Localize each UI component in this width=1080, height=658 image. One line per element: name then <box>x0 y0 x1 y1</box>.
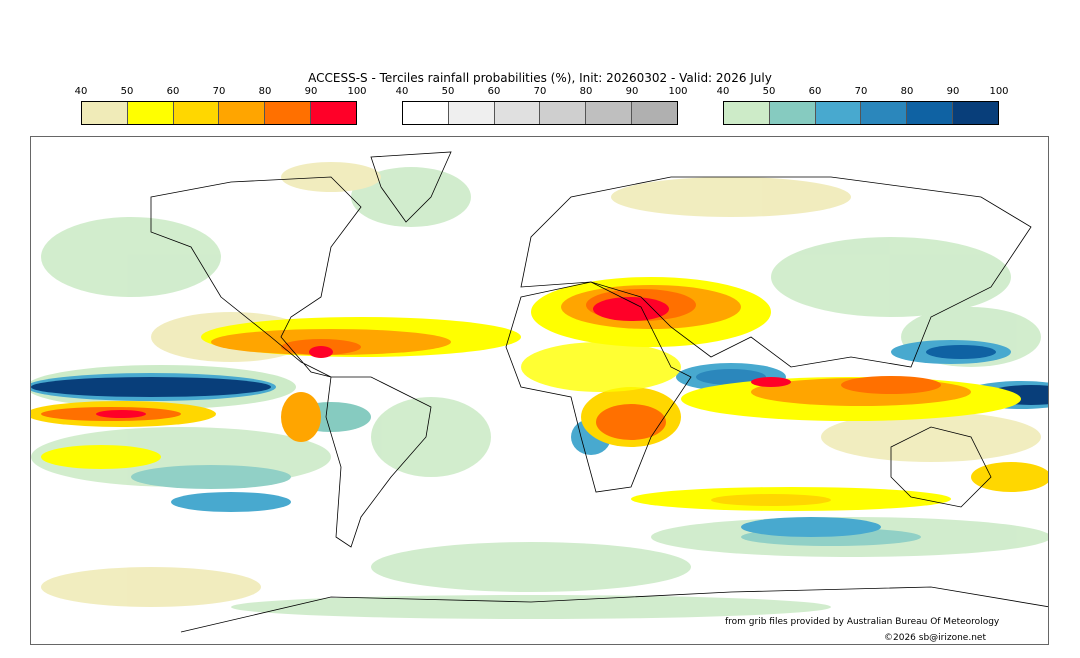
colorbar-tick-label: 80 <box>258 86 272 97</box>
colorbar-tick-label: 90 <box>304 86 318 97</box>
colorbar-tick-label: 100 <box>347 86 367 97</box>
australia-outline <box>890 426 992 508</box>
colorbar-tick-label: 100 <box>668 86 688 97</box>
colorbar-tick-label: 40 <box>74 86 88 97</box>
colorbar-tick-label: 60 <box>166 86 180 97</box>
colorbar-swatch <box>173 102 220 124</box>
colorbar-tick-label: 80 <box>900 86 914 97</box>
colorbar-tick-label: 40 <box>395 86 409 97</box>
colorbar-swatch <box>494 102 541 124</box>
colorbar-tick-label: 50 <box>120 86 134 97</box>
colorbar-swatch <box>632 102 677 124</box>
colorbar-below-normal <box>723 101 999 125</box>
eurasia-outline <box>520 176 1032 368</box>
south-america-outline <box>325 376 432 548</box>
colorbar-tick-label: 50 <box>762 86 776 97</box>
north-america-outline <box>150 176 362 378</box>
colorbar-tick-label: 70 <box>212 86 226 97</box>
colorbar-swatch <box>907 102 954 124</box>
colorbar-swatch <box>265 102 312 124</box>
colorbar-swatch <box>82 102 128 124</box>
colorbar-tick-label: 70 <box>533 86 547 97</box>
colorbar-tick-label: 100 <box>989 86 1009 97</box>
map-title: ACCESS-S - Terciles rainfall probabiliti… <box>308 71 772 85</box>
colorbar-tick-label: 60 <box>487 86 501 97</box>
africa-outline <box>505 281 692 493</box>
coastlines <box>150 151 1048 633</box>
colorbar-tick-label: 40 <box>716 86 730 97</box>
antarctica-outline <box>180 586 1048 633</box>
copyright-credit: ©2026 sb@irizone.net <box>884 633 986 643</box>
colorbar-ticks-above-normal: 40 50 60 70 80 90 100 <box>75 86 381 98</box>
colorbar-ticks-below-normal: 40 50 60 70 80 90 100 <box>717 86 1023 98</box>
colorbar-above-normal <box>81 101 357 125</box>
colorbar-tick-label: 60 <box>808 86 822 97</box>
colorbar-tick-label: 70 <box>854 86 868 97</box>
colorbar-swatch <box>540 102 587 124</box>
colorbar-swatch <box>311 102 356 124</box>
greenland-outline <box>370 151 452 223</box>
colorbar-tick-label: 80 <box>579 86 593 97</box>
colorbar-swatch <box>953 102 998 124</box>
colorbar-swatch <box>586 102 633 124</box>
above-normal-bands <box>31 277 1048 511</box>
colorbar-tick-label: 90 <box>946 86 960 97</box>
colorbar-swatch <box>219 102 266 124</box>
colorbar-swatch <box>769 102 816 124</box>
colorbar-tick-label: 90 <box>625 86 639 97</box>
probability-field <box>31 137 1048 644</box>
colorbar-tick-label: 50 <box>441 86 455 97</box>
world-map <box>30 136 1049 645</box>
colorbar-swatch <box>403 102 449 124</box>
colorbar-near-normal <box>402 101 678 125</box>
colorbar-ticks-near-normal: 40 50 60 70 80 90 100 <box>396 86 702 98</box>
colorbar-swatch <box>724 102 770 124</box>
low-probability-patches <box>31 162 1048 619</box>
colorbar-swatch <box>448 102 495 124</box>
colorbar-swatch <box>861 102 908 124</box>
colorbar-swatch <box>815 102 862 124</box>
data-source-credit: from grib files provided by Australian B… <box>725 617 1000 627</box>
colorbar-swatch <box>127 102 174 124</box>
